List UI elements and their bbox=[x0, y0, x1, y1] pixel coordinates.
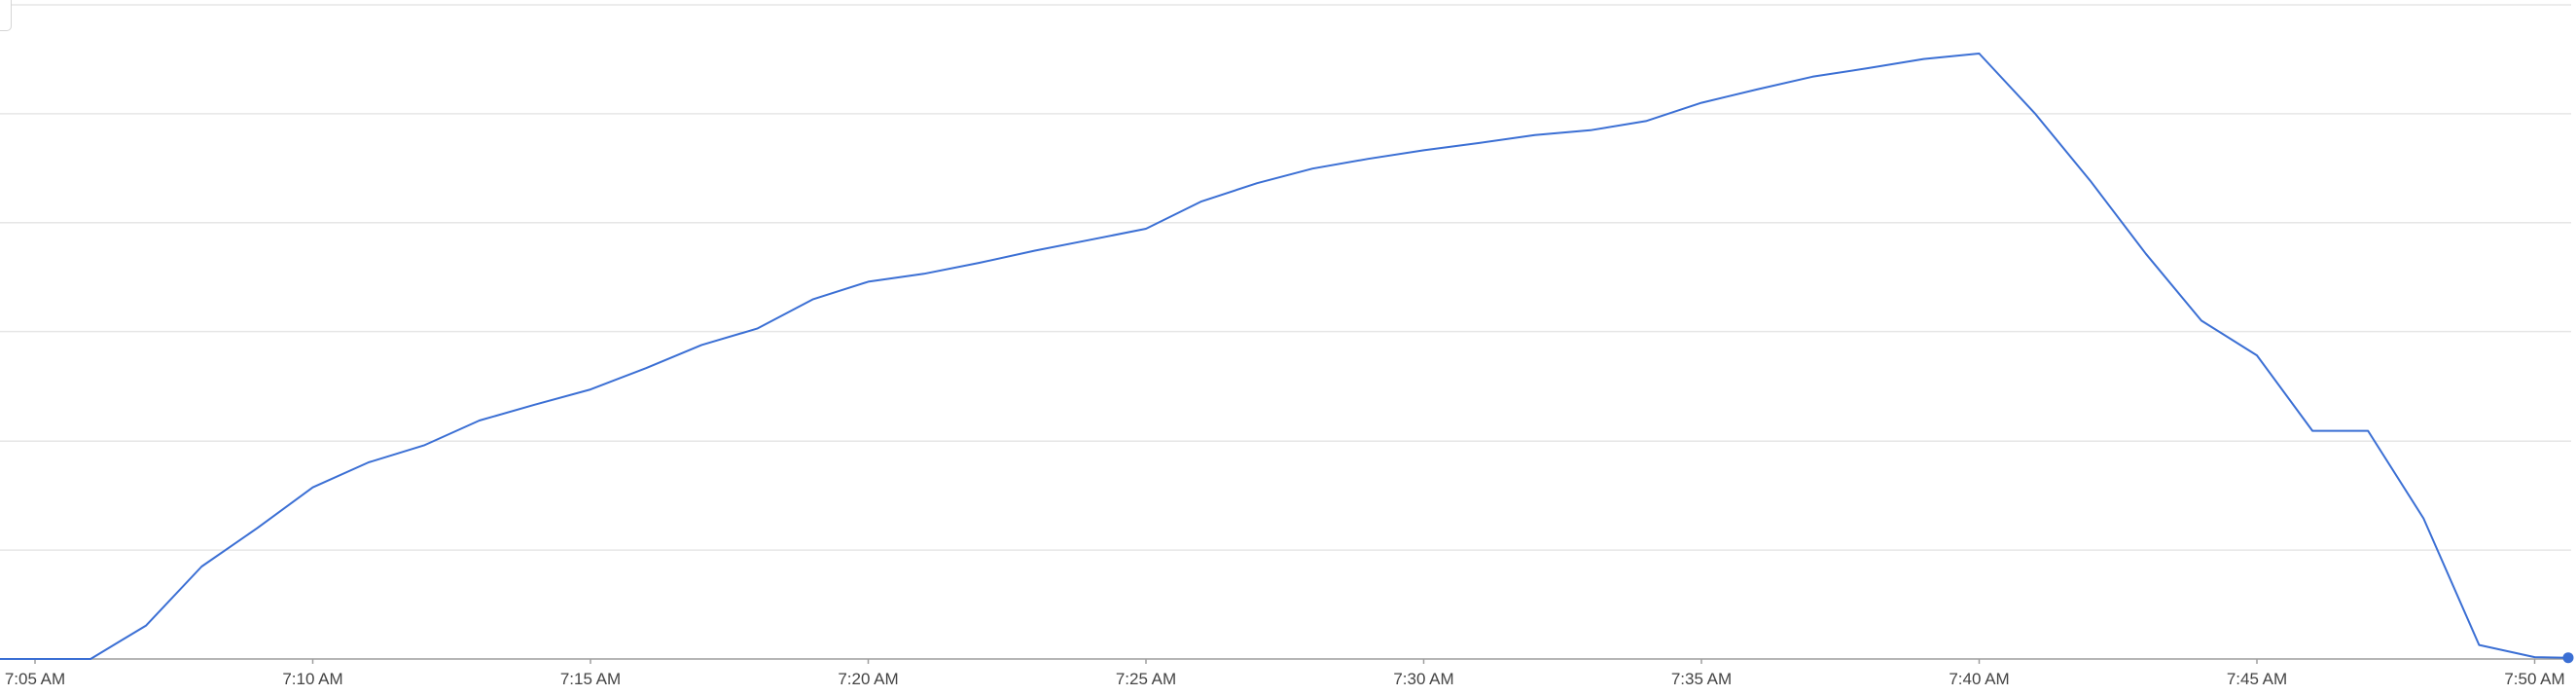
data-point bbox=[810, 298, 814, 302]
series-line bbox=[0, 53, 2569, 660]
data-point bbox=[1366, 157, 1370, 161]
series-layer bbox=[0, 52, 2574, 664]
x-tick-label: 7:15 AM bbox=[560, 670, 621, 688]
x-tick-label: 7:10 AM bbox=[282, 670, 342, 688]
data-point bbox=[1199, 200, 1203, 203]
data-point bbox=[33, 657, 37, 661]
data-point bbox=[2144, 252, 2148, 256]
x-tick-label: 7:50 AM bbox=[2504, 670, 2564, 688]
data-point bbox=[1033, 249, 1037, 253]
x-tick-label: 7:05 AM bbox=[5, 670, 65, 688]
x-tick-label: 7:35 AM bbox=[1671, 670, 1732, 688]
data-point bbox=[0, 657, 2, 661]
data-point bbox=[1755, 88, 1759, 91]
data-point bbox=[311, 486, 315, 490]
data-point bbox=[422, 444, 426, 448]
legend-toggle-stub[interactable] bbox=[0, 0, 12, 31]
data-point bbox=[2089, 179, 2093, 183]
data-point bbox=[1644, 119, 1648, 123]
data-point bbox=[867, 279, 871, 283]
data-point bbox=[1144, 227, 1148, 231]
x-tick-label: 7:30 AM bbox=[1393, 670, 1453, 688]
data-point bbox=[755, 327, 759, 331]
data-point bbox=[199, 565, 203, 568]
data-point bbox=[255, 527, 259, 530]
data-point bbox=[2200, 318, 2203, 322]
data-point bbox=[144, 624, 148, 628]
data-point bbox=[1310, 166, 1314, 170]
data-point bbox=[367, 460, 371, 464]
data-point bbox=[533, 403, 537, 407]
data-point bbox=[1422, 148, 1426, 152]
data-point bbox=[2421, 517, 2425, 521]
data-point bbox=[1978, 52, 1982, 55]
data-point bbox=[644, 366, 648, 370]
data-point bbox=[2310, 429, 2314, 433]
x-tick-label: 7:40 AM bbox=[1949, 670, 2009, 688]
data-point bbox=[589, 387, 592, 391]
data-point bbox=[478, 419, 482, 422]
data-point bbox=[1810, 75, 1814, 79]
data-point bbox=[1589, 128, 1592, 132]
x-tick-label: 7:25 AM bbox=[1116, 670, 1176, 688]
data-point bbox=[978, 261, 982, 265]
data-point bbox=[699, 343, 703, 347]
data-point bbox=[2255, 353, 2259, 357]
data-point bbox=[1089, 238, 1092, 241]
data-point bbox=[2366, 429, 2370, 433]
data-point bbox=[1921, 57, 1925, 61]
last-point-marker[interactable] bbox=[2562, 652, 2574, 664]
data-point bbox=[1699, 101, 1703, 105]
x-tick-label: 7:20 AM bbox=[838, 670, 898, 688]
data-point bbox=[2477, 643, 2481, 647]
data-point bbox=[1866, 66, 1870, 70]
x-tick-label: 7:45 AM bbox=[2227, 670, 2287, 688]
data-point bbox=[1478, 141, 1482, 145]
data-point bbox=[922, 272, 926, 275]
data-point bbox=[2533, 655, 2537, 659]
data-point bbox=[1533, 133, 1537, 137]
grid-layer bbox=[0, 4, 2571, 551]
data-point bbox=[1255, 181, 1259, 185]
data-point bbox=[2033, 111, 2037, 115]
x-axis: 7:05 AM 7:10 AM 7:15 AM 7:20 AM 7:25 AM 7:30 … bbox=[0, 658, 2571, 688]
data-point bbox=[89, 657, 92, 661]
